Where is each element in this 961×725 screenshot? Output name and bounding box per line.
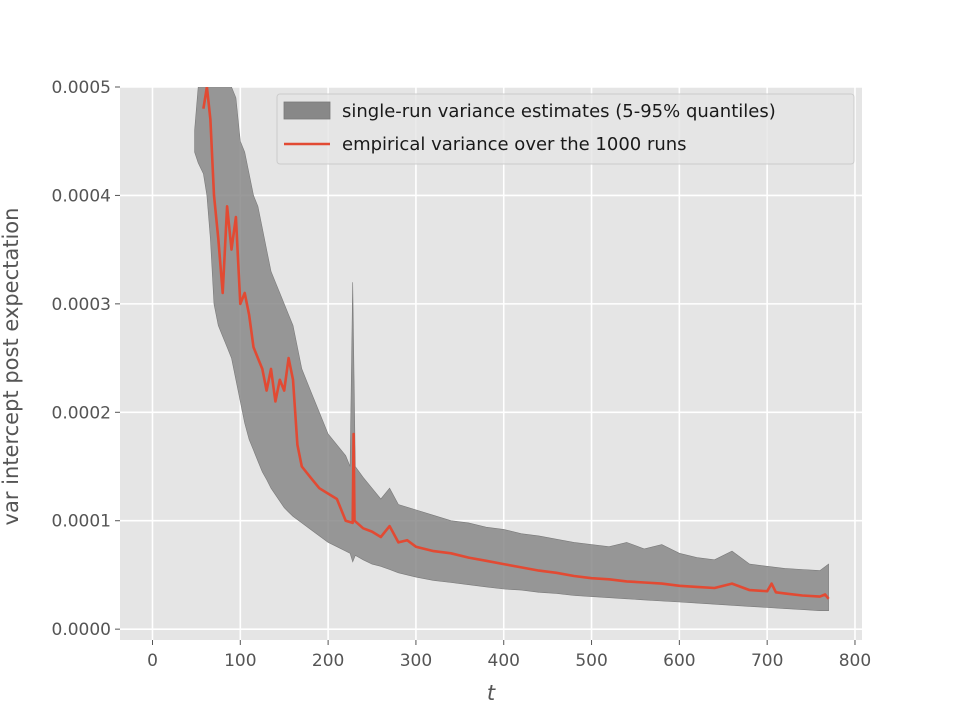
legend-swatch-band [283, 101, 331, 120]
x-tick-label: 600 [663, 651, 695, 671]
x-tick-label: 300 [400, 651, 432, 671]
series-line-empirical-variance [202, 87, 830, 600]
x-tick-label: 0 [147, 651, 158, 671]
axis-ticks: 0 100 200 300 400 500 600 700 800 0.0000 0.0001 0.0… [52, 78, 872, 671]
x-tick-label: 700 [751, 651, 783, 671]
legend: single-run variance estimates (5-95% qua… [276, 93, 855, 165]
legend-box [276, 93, 855, 165]
y-tick-label: 0.0004 [52, 186, 111, 206]
chart-marks [194, 87, 830, 611]
x-tick-label: 500 [575, 651, 607, 671]
y-tick-label: 0.0001 [52, 512, 111, 532]
x-tick-label: 100 [224, 651, 256, 671]
y-tick-label: 0.0002 [52, 403, 111, 423]
y-tick-label: 0.0003 [52, 295, 111, 315]
x-tick-label: 400 [488, 651, 520, 671]
x-tick-label: 200 [312, 651, 344, 671]
y-tick-label: 0.0000 [52, 620, 111, 640]
legend-label-band: single-run variance estimates (5-95% qua… [342, 101, 776, 122]
y-axis-label: var intercept post expectation [0, 208, 23, 526]
x-axis-label: t [487, 681, 496, 705]
y-tick-label: 0.0005 [52, 78, 111, 98]
x-tick-label: 800 [839, 651, 871, 671]
legend-label-line: empirical variance over the 1000 runs [342, 134, 687, 155]
grid-lines [120, 86, 862, 640]
